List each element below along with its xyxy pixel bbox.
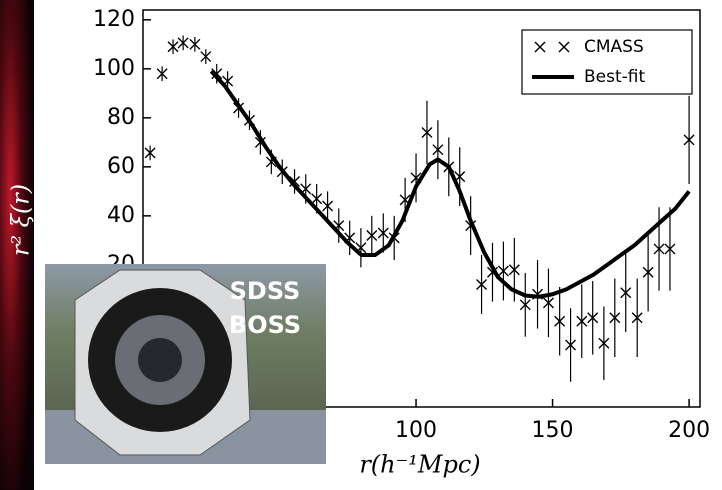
data-point [598,337,610,349]
data-point [377,227,389,239]
data-point [421,127,433,139]
data-point [211,68,223,80]
data-point [311,193,323,205]
data-point [631,312,643,324]
inset-photo: SDSS BOSS [45,264,326,464]
legend-marker [558,41,570,53]
data-point [542,297,554,309]
data-point [432,144,444,156]
y-tick-label: 40 [107,203,135,228]
data-point [476,278,488,290]
data-point [587,312,599,324]
data-point [200,51,212,63]
data-point [156,68,168,80]
x-axis-label: r(h⁻¹Mpc) [359,451,480,479]
data-point [609,312,621,324]
data-point [177,37,189,49]
data-point [642,266,654,278]
data-point [620,287,632,299]
data-point [144,147,156,159]
data-point [519,299,531,311]
photo-center [138,338,182,382]
data-point [167,41,179,53]
x-tick-label: 150 [532,418,574,443]
plot-frame [142,9,701,408]
data-point [565,339,577,351]
y-axis-label: r² ξ(r) [7,184,35,256]
data-point [576,315,588,327]
legend-label: Best-fit [584,67,645,87]
fit-line [209,69,691,299]
inset-label: BOSS [229,311,301,339]
legend-marker [534,41,546,53]
x-tick-label: 100 [395,418,437,443]
data-point [664,243,676,255]
x-tick-label: 200 [668,418,710,443]
data-point [554,315,566,327]
data-point [189,38,201,50]
data-point [683,134,695,146]
y-tick-label: 120 [93,7,135,32]
legend-box [521,29,693,95]
data-point [289,176,301,188]
data-point [653,243,665,255]
inset-label: SDSS [230,277,301,305]
data-point [508,264,520,276]
data-point [366,229,378,241]
y-tick-label: 80 [107,105,135,130]
y-tick-label: 100 [93,56,135,81]
y-tick-label: 60 [107,154,135,179]
plot-area: 20406080100120100150200CMASSBest-fit [93,7,710,443]
data-point [497,265,509,277]
background-strip [0,0,34,490]
legend-label: CMASS [584,37,644,57]
data-point [322,200,334,212]
